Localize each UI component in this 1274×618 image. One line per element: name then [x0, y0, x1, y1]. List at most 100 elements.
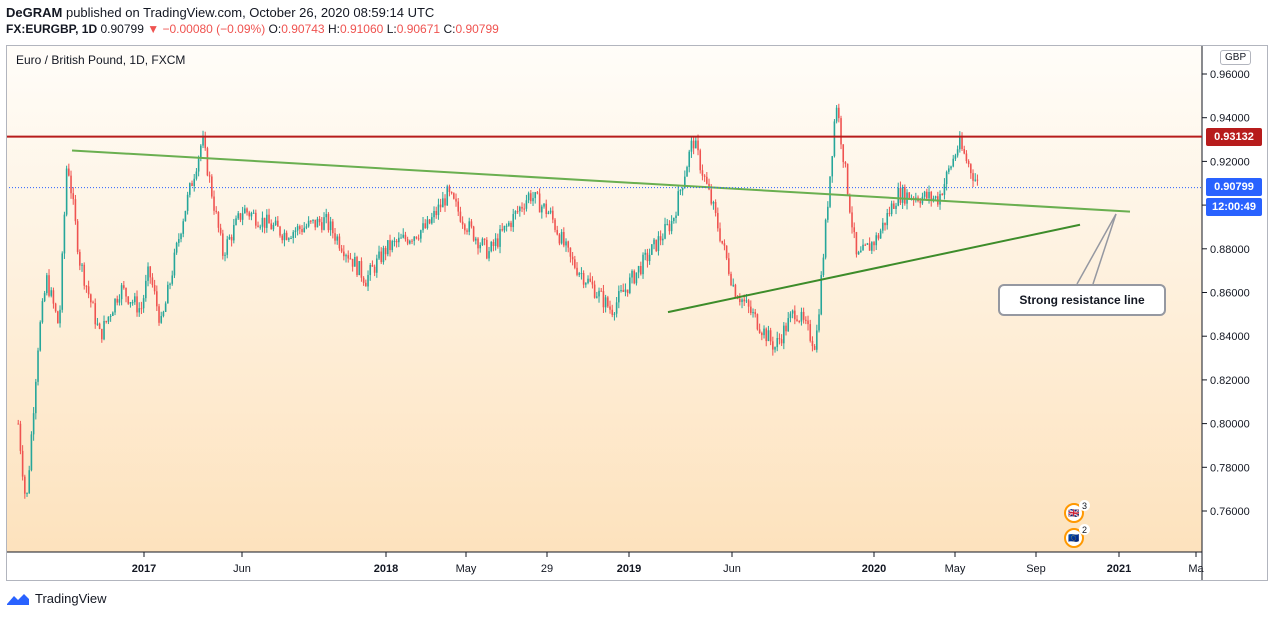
candle-body	[57, 311, 59, 324]
price-tick-label: 0.86000	[1210, 288, 1250, 300]
candle-body	[347, 255, 350, 259]
candle-body	[325, 214, 328, 218]
candle-body	[624, 289, 627, 292]
candle-body	[508, 222, 510, 226]
candle-body	[976, 179, 979, 181]
candle-body	[127, 296, 130, 304]
candle-body	[538, 193, 541, 213]
candle-body	[626, 289, 629, 293]
candle-body	[72, 193, 75, 200]
publish-info: DeGRAM published on TradingView.com, Oct…	[6, 5, 434, 20]
candle-body	[470, 221, 473, 227]
candle-body	[923, 191, 926, 197]
candle-body	[257, 225, 259, 227]
candle-body	[739, 298, 741, 303]
candle-body	[301, 229, 303, 233]
candle-body	[516, 211, 519, 213]
candle-body	[800, 311, 803, 322]
candle-body	[162, 311, 165, 317]
candle-body	[147, 266, 149, 281]
candle-body	[530, 193, 532, 202]
candle-body	[945, 171, 948, 185]
candle-body	[35, 381, 37, 414]
candle-body	[446, 186, 449, 206]
candle-body	[560, 232, 563, 244]
candle-body	[899, 187, 902, 203]
candle-body	[191, 183, 193, 187]
candle-body	[356, 257, 358, 276]
candle-body	[266, 214, 268, 228]
candle-body	[934, 196, 937, 199]
candle-body	[336, 236, 339, 241]
candle-body	[875, 235, 878, 246]
price-tick-label: 0.94000	[1210, 113, 1250, 125]
resistance-callout[interactable]: Strong resistance line	[998, 284, 1166, 316]
candle-body	[255, 212, 257, 226]
candle-body	[807, 320, 809, 325]
candle-body	[101, 328, 103, 340]
candle-body	[613, 313, 616, 315]
candle-body	[888, 213, 891, 215]
candle-body	[50, 290, 53, 296]
candle-body	[587, 278, 589, 284]
candle-body	[602, 291, 605, 308]
candle-body	[26, 492, 28, 494]
candle-body	[81, 264, 83, 266]
candle-body	[868, 243, 871, 251]
time-tick-label: 29	[541, 563, 553, 575]
time-axis: 2017 Jun 2018 May 29 2019 Jun 2020 May Sep 2021 Ma	[132, 552, 1205, 575]
candle-body	[699, 150, 702, 171]
candle-body	[849, 194, 851, 213]
candle-body	[842, 144, 845, 163]
candle-body	[235, 218, 237, 226]
candle-body	[728, 258, 730, 274]
candle-body	[785, 325, 787, 332]
candle-body	[217, 211, 220, 228]
gb-event-count: 3	[1079, 500, 1090, 511]
candle-body	[675, 215, 677, 219]
candle-body	[959, 137, 961, 150]
candle-body	[499, 229, 501, 247]
eu-flag-icon[interactable]: 🇪🇺	[1064, 528, 1084, 548]
candle-body	[820, 275, 823, 315]
candle-body	[461, 221, 464, 225]
candle-body	[769, 330, 772, 342]
candle-body	[263, 217, 266, 228]
candle-body	[503, 225, 506, 231]
candle-body	[604, 297, 607, 308]
candle-body	[109, 315, 112, 317]
candle-body	[422, 223, 424, 231]
candle-body	[316, 218, 319, 228]
candle-body	[930, 191, 933, 201]
candle-body	[389, 240, 391, 251]
candle-body	[222, 233, 224, 256]
candle-body	[151, 277, 154, 286]
candle-body	[510, 222, 512, 228]
candle-body	[620, 290, 622, 292]
candle-body	[974, 179, 977, 181]
candle-body	[719, 228, 721, 241]
candle-body	[565, 241, 567, 246]
candle-body	[259, 226, 262, 228]
candle-body	[299, 226, 301, 230]
candle-body	[437, 204, 440, 216]
candle-body	[833, 121, 836, 157]
candle-body	[464, 224, 466, 231]
candle-body	[648, 254, 651, 262]
down-arrow-icon: ▼	[147, 22, 160, 36]
candle-body	[794, 310, 796, 320]
candle-body	[972, 173, 974, 181]
candle-body	[354, 257, 356, 267]
candle-body	[855, 232, 858, 255]
candle-body	[292, 232, 295, 239]
candle-body	[932, 198, 935, 201]
candle-body	[908, 192, 911, 199]
candle-body	[46, 275, 48, 294]
candle-body	[327, 214, 330, 231]
currency-label[interactable]: GBP	[1220, 50, 1252, 65]
candle-body	[371, 265, 374, 267]
candle-body	[457, 201, 460, 212]
tradingview-brand[interactable]: TradingView	[6, 591, 107, 606]
candle-body	[305, 226, 308, 228]
candle-body	[567, 241, 570, 248]
